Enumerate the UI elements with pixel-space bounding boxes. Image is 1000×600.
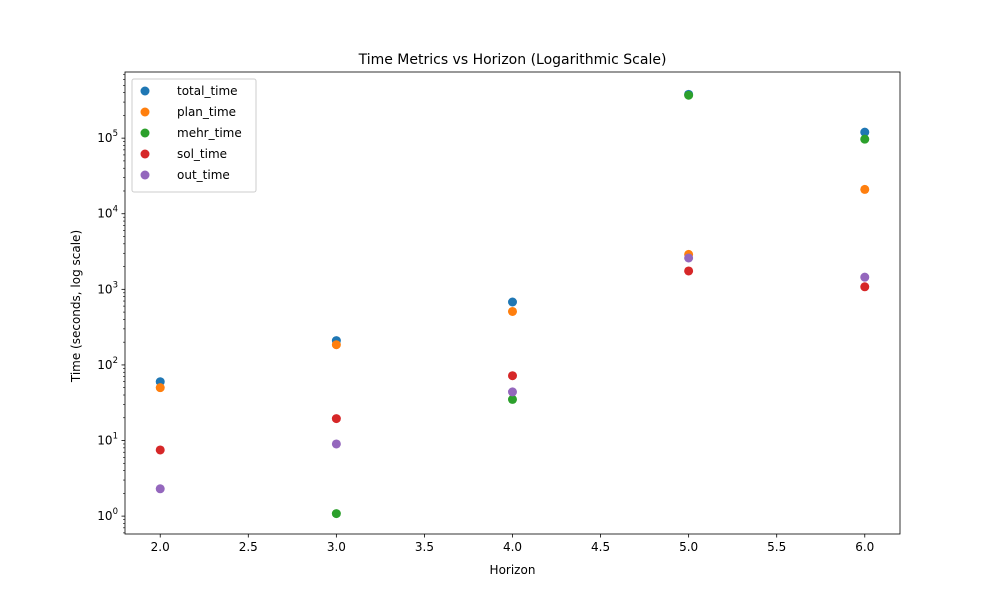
x-tick-label: 2.0 <box>151 540 170 554</box>
y-tick-exponent: 2 <box>113 356 118 366</box>
y-tick-label: 102 <box>97 356 118 372</box>
y-tick-label: 100 <box>97 507 118 523</box>
data-point <box>860 282 870 292</box>
plot-area: 2.0 2.5 3.0 3.5 4.0 4.5 5.0 5.5 6.01001011021031… <box>97 71 901 554</box>
y-tick-exponent: 3 <box>113 280 118 290</box>
y-tick-exponent: 5 <box>113 129 118 139</box>
x-tick-label: 4.5 <box>591 540 610 554</box>
legend-marker <box>140 128 150 138</box>
data-point <box>331 509 341 519</box>
y-tick-base: 10 <box>97 131 112 145</box>
y-tick-base: 10 <box>97 358 112 372</box>
data-point <box>508 306 517 316</box>
data-point <box>508 394 517 404</box>
data-point <box>684 266 694 276</box>
y-tick-label: 105 <box>97 129 118 145</box>
data-point <box>155 484 165 494</box>
y-tick-exponent: 4 <box>113 205 118 215</box>
y-tick-exponent: 0 <box>113 507 118 517</box>
x-tick-label: 5.0 <box>679 540 698 554</box>
data-point <box>508 371 517 381</box>
legend-label: sol_time <box>177 147 227 161</box>
data-point <box>508 387 517 397</box>
series-mehr_time <box>331 90 870 519</box>
x-tick-label: 4.0 <box>503 540 522 554</box>
legend-label: out_time <box>177 168 230 182</box>
y-tick-base: 10 <box>97 282 112 296</box>
data-point <box>155 383 165 393</box>
data-point <box>331 439 341 449</box>
x-tick-label: 2.5 <box>239 540 258 554</box>
axes-frame <box>124 71 901 535</box>
x-tick-label: 5.5 <box>767 540 786 554</box>
data-point <box>684 90 694 100</box>
x-tick-label: 3.5 <box>415 540 434 554</box>
y-tick-label: 104 <box>97 205 118 221</box>
chart-title: Time Metrics vs Horizon (Logarithmic Sca… <box>358 52 667 68</box>
data-point <box>155 445 165 455</box>
data-point <box>508 297 517 307</box>
y-axis-label: Time (seconds, log scale) <box>69 230 83 383</box>
legend-marker <box>140 86 150 96</box>
data-point <box>860 184 870 194</box>
y-tick-base: 10 <box>97 434 112 448</box>
data-point <box>684 253 694 263</box>
y-tick-label: 103 <box>97 280 118 296</box>
y-tick-base: 10 <box>97 207 112 221</box>
legend-label: plan_time <box>177 105 236 119</box>
legend-marker <box>140 107 150 117</box>
data-point <box>331 340 341 350</box>
x-axis-label: Horizon <box>490 563 536 577</box>
legend-label: mehr_time <box>177 126 242 140</box>
data-point <box>860 127 870 137</box>
legend-box <box>131 78 257 193</box>
legend-marker <box>140 170 150 180</box>
x-tick-label: 6.0 <box>855 540 874 554</box>
y-tick-label: 101 <box>97 432 118 448</box>
legend: total_time plan_time mehr_time sol_time out_… <box>131 78 257 193</box>
data-point <box>860 272 870 282</box>
legend-label: total_time <box>177 84 238 98</box>
series-out_time <box>155 253 870 494</box>
data-point <box>331 414 341 424</box>
series-sol_time <box>155 266 870 455</box>
data-point <box>860 134 870 144</box>
y-tick-exponent: 1 <box>113 432 118 442</box>
y-tick-base: 10 <box>97 509 112 523</box>
x-tick-label: 3.0 <box>327 540 346 554</box>
legend-marker <box>140 149 150 159</box>
